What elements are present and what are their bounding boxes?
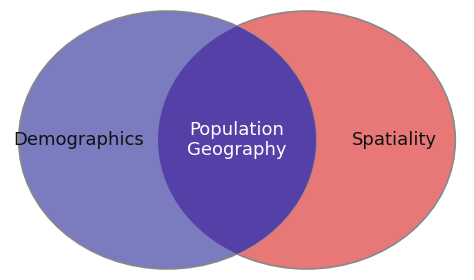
Text: Population
Geography: Population Geography: [187, 121, 287, 159]
Polygon shape: [158, 26, 316, 254]
Ellipse shape: [158, 11, 456, 269]
Text: Demographics: Demographics: [14, 131, 145, 149]
Text: Spatiality: Spatiality: [352, 131, 438, 149]
Ellipse shape: [18, 11, 316, 269]
